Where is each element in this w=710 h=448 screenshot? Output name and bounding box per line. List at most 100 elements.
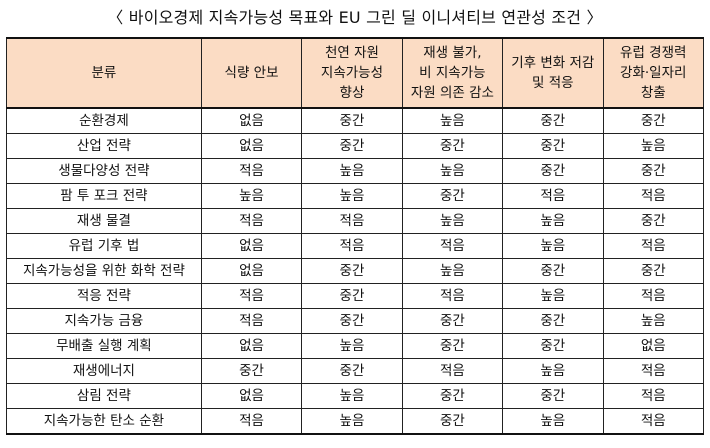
- cell-climate-change: 중간: [502, 308, 604, 334]
- cell-climate-change: 높음: [502, 208, 604, 234]
- row-category: 재생에너지: [6, 358, 202, 384]
- cell-food-security: 적음: [200, 308, 303, 334]
- row-category: 지속가능 금융: [6, 308, 202, 334]
- table-row: 재생 물결 적음 적음 높음 높음 중간: [6, 208, 705, 234]
- cell-nonrenewable-dependency: 높음: [401, 208, 504, 234]
- row-category: 지속가능성을 위한 화학 전략: [6, 258, 202, 284]
- row-category: 유럽 기후 법: [6, 233, 202, 259]
- cell-nonrenewable-dependency: 높음: [401, 258, 504, 284]
- header-natural-resources: 천연 자원 지속가능성 향상: [301, 37, 403, 109]
- header-natural-resources-line-3: 향상: [339, 85, 365, 101]
- cell-eu-competitiveness: 적음: [602, 283, 705, 309]
- cell-natural-resources: 높음: [301, 383, 403, 409]
- header-natural-resources-line-1: 천연 자원: [324, 45, 379, 61]
- cell-nonrenewable-dependency: 적음: [401, 283, 504, 309]
- cell-natural-resources: 중간: [301, 258, 403, 284]
- cell-food-security: 없음: [200, 333, 303, 359]
- header-food-security: 식량 안보: [200, 37, 303, 109]
- cell-nonrenewable-dependency: 중간: [401, 383, 504, 409]
- cell-natural-resources: 높음: [301, 333, 403, 359]
- table-row: 순환경제 없음 중간 높음 중간 중간: [6, 107, 705, 134]
- cell-nonrenewable-dependency: 중간: [401, 133, 504, 159]
- cell-eu-competitiveness: 없음: [602, 333, 705, 359]
- header-competitiveness-line-3: 창출: [640, 85, 666, 101]
- cell-climate-change: 중간: [502, 107, 604, 134]
- cell-natural-resources: 중간: [301, 107, 403, 134]
- header-climate-change: 기후 변화 저감 및 적응: [502, 37, 604, 109]
- cell-climate-change: 높음: [502, 408, 604, 435]
- cell-nonrenewable-dependency: 중간: [401, 183, 504, 209]
- header-food-security-label: 식량 안보: [224, 65, 279, 81]
- relevance-table: 분류 식량 안보 천연 자원 지속가능성 향상 재생 불가, 비 지속가능 자원…: [6, 37, 705, 435]
- cell-natural-resources: 적음: [301, 208, 403, 234]
- table-row: 무배출 실행 계획 없음 높음 중간 중간 없음: [6, 333, 705, 359]
- cell-natural-resources: 높음: [301, 183, 403, 209]
- header-nonrenewable-line-3: 자원 의존 감소: [410, 85, 494, 101]
- row-category: 삼림 전략: [6, 383, 202, 409]
- table-row: 지속가능성을 위한 화학 전략 없음 중간 높음 중간 중간: [6, 258, 705, 284]
- cell-climate-change: 중간: [502, 383, 604, 409]
- cell-natural-resources: 중간: [301, 358, 403, 384]
- header-climate-line-2: 및 적응: [532, 75, 574, 91]
- cell-eu-competitiveness: 적음: [602, 408, 705, 435]
- table-row: 지속가능 금융 적음 중간 중간 중간 높음: [6, 308, 705, 334]
- cell-eu-competitiveness: 높음: [602, 133, 705, 159]
- table-row: 팜 투 포크 전략 높음 높음 중간 적음 적음: [6, 183, 705, 209]
- table-row: 재생에너지 중간 중간 적음 높음 적음: [6, 358, 705, 384]
- cell-climate-change: 높음: [502, 233, 604, 259]
- row-category: 순환경제: [6, 107, 202, 134]
- cell-food-security: 적음: [200, 208, 303, 234]
- header-row: 분류 식량 안보 천연 자원 지속가능성 향상 재생 불가, 비 지속가능 자원…: [6, 37, 705, 109]
- cell-natural-resources: 중간: [301, 283, 403, 309]
- header-category-label: 분류: [91, 65, 117, 81]
- row-category: 재생 물결: [6, 208, 202, 234]
- cell-food-security: 없음: [200, 133, 303, 159]
- cell-natural-resources: 적음: [301, 233, 403, 259]
- table-header: 분류 식량 안보 천연 자원 지속가능성 향상 재생 불가, 비 지속가능 자원…: [6, 37, 705, 109]
- row-category: 팜 투 포크 전략: [6, 183, 202, 209]
- cell-eu-competitiveness: 중간: [602, 158, 705, 184]
- cell-natural-resources: 중간: [301, 308, 403, 334]
- row-category: 지속가능한 탄소 순환: [6, 408, 202, 435]
- row-category: 생물다양성 전략: [6, 158, 202, 184]
- cell-nonrenewable-dependency: 중간: [401, 408, 504, 435]
- cell-eu-competitiveness: 적음: [602, 233, 705, 259]
- cell-eu-competitiveness: 중간: [602, 208, 705, 234]
- header-competitiveness-line-1: 유럽 경쟁력: [620, 45, 687, 61]
- cell-food-security: 적음: [200, 158, 303, 184]
- table-row: 삼림 전략 없음 높음 중간 중간 적음: [6, 383, 705, 409]
- row-category: 적응 전략: [6, 283, 202, 309]
- row-category: 무배출 실행 계획: [6, 333, 202, 359]
- cell-nonrenewable-dependency: 중간: [401, 333, 504, 359]
- cell-natural-resources: 높음: [301, 158, 403, 184]
- header-nonrenewable-line-2: 비 지속가능: [419, 65, 486, 81]
- cell-food-security: 적음: [200, 408, 303, 435]
- cell-food-security: 없음: [200, 107, 303, 134]
- cell-food-security: 중간: [200, 358, 303, 384]
- cell-nonrenewable-dependency: 중간: [401, 308, 504, 334]
- table-row: 적응 전략 적음 중간 적음 높음 적음: [6, 283, 705, 309]
- cell-nonrenewable-dependency: 적음: [401, 358, 504, 384]
- row-category: 산업 전략: [6, 133, 202, 159]
- cell-food-security: 높음: [200, 183, 303, 209]
- header-eu-competitiveness: 유럽 경쟁력 강화·일자리 창출: [602, 37, 705, 109]
- document-title: 〈 바이오경제 지속가능성 목표와 EU 그린 딜 이니셔티브 연관성 조건 〉: [107, 8, 603, 27]
- header-climate-line-1: 기후 변화 저감: [511, 55, 595, 71]
- table-row: 지속가능한 탄소 순환 적음 높음 중간 높음 적음: [6, 408, 705, 435]
- header-nonrenewable-dependency: 재생 불가, 비 지속가능 자원 의존 감소: [401, 37, 504, 109]
- header-nonrenewable-line-1: 재생 불가,: [423, 45, 482, 61]
- cell-food-security: 없음: [200, 383, 303, 409]
- header-category: 분류: [6, 37, 202, 109]
- cell-climate-change: 적음: [502, 183, 604, 209]
- header-competitiveness-line-2: 강화·일자리: [620, 65, 687, 81]
- cell-eu-competitiveness: 적음: [602, 183, 705, 209]
- cell-natural-resources: 높음: [301, 408, 403, 435]
- cell-nonrenewable-dependency: 적음: [401, 233, 504, 259]
- header-natural-resources-line-2: 지속가능성: [320, 65, 384, 81]
- cell-climate-change: 중간: [502, 258, 604, 284]
- cell-food-security: 없음: [200, 233, 303, 259]
- cell-nonrenewable-dependency: 높음: [401, 107, 504, 134]
- cell-eu-competitiveness: 중간: [602, 107, 705, 134]
- cell-climate-change: 높음: [502, 283, 604, 309]
- cell-natural-resources: 중간: [301, 133, 403, 159]
